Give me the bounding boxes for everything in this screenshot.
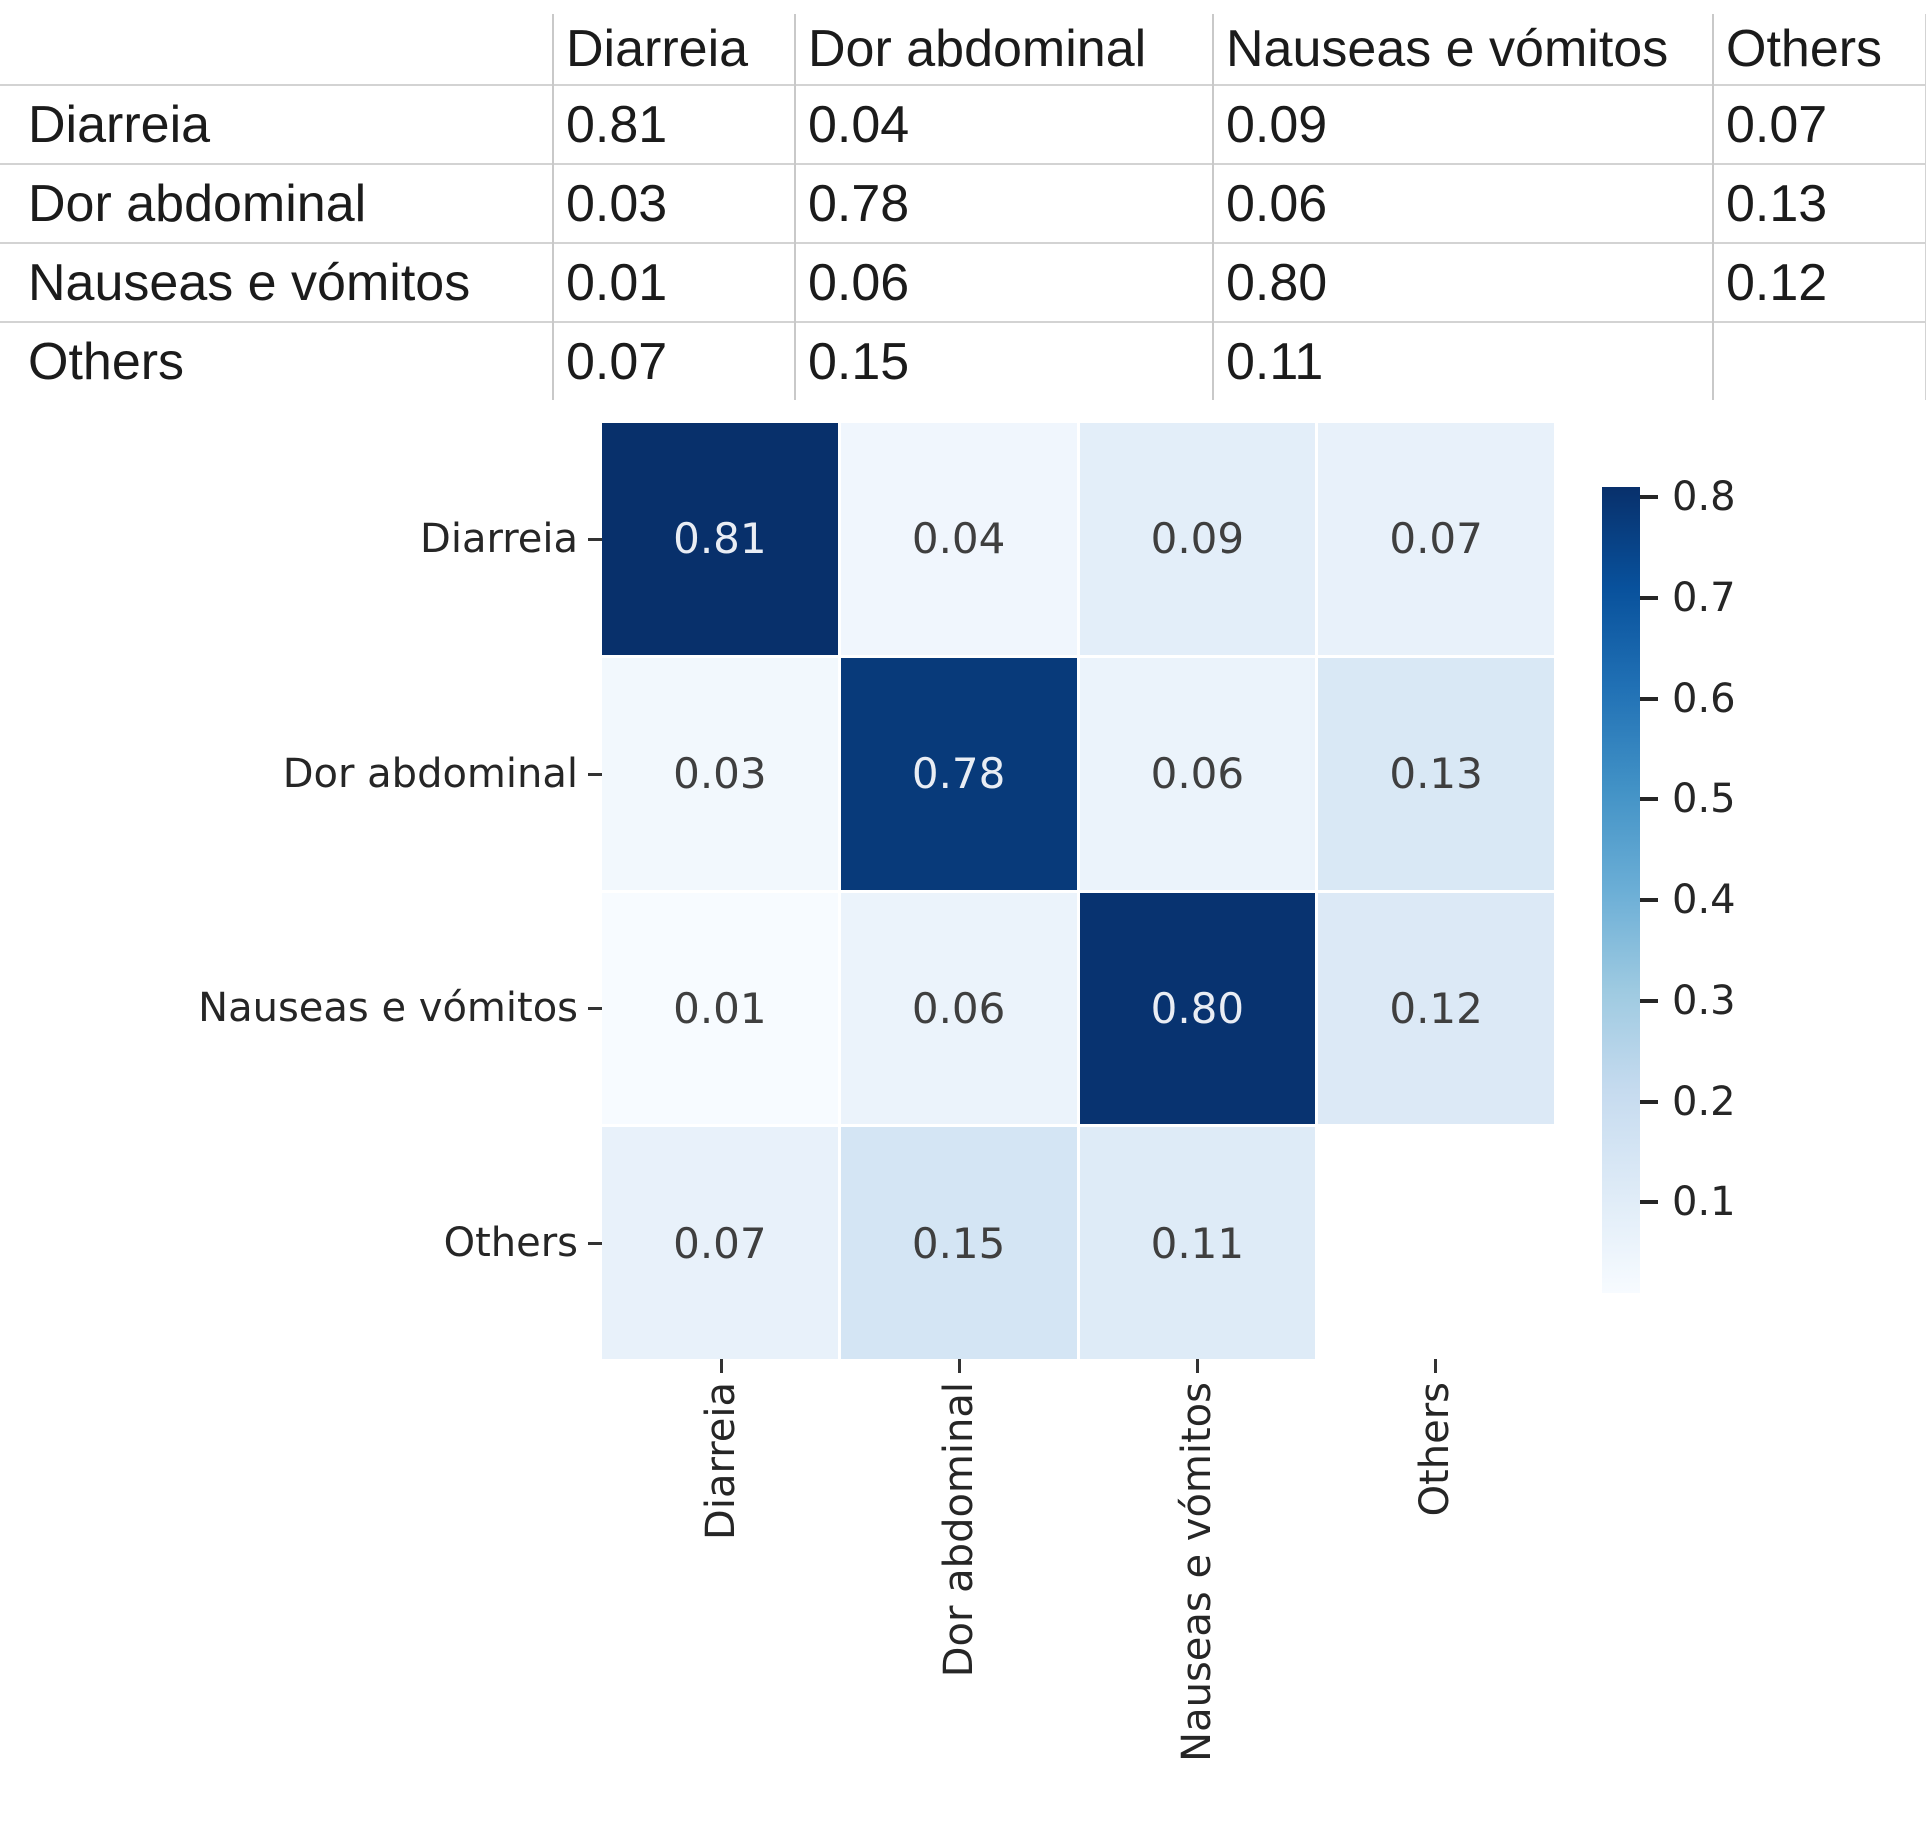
colorbar-tick: [1640, 495, 1658, 500]
table-row-label: Diarreia: [0, 84, 553, 164]
x-axis-tick: [957, 1359, 961, 1373]
x-axis-label-text: Nauseas e vómitos: [1174, 1382, 1220, 1762]
colorbar-tick: [1640, 797, 1658, 802]
heatmap-cell: 0.04: [840, 423, 1077, 655]
x-axis-label-text: Diarreia: [698, 1382, 744, 1540]
table-value-cell: 0.07: [552, 321, 795, 400]
heatmap-cell: 0.12: [1318, 892, 1554, 1125]
table-value-cell: 0.80: [1212, 242, 1713, 322]
x-axis-tick: [719, 1359, 723, 1373]
x-axis-label: Nauseas e vómitos: [1078, 1359, 1316, 1762]
table-value-cell: 0.11: [1212, 321, 1713, 400]
table-value-cell: 0.15: [794, 321, 1213, 400]
table-row-label: Dor abdominal: [0, 163, 553, 243]
y-axis-label: Others: [0, 1219, 602, 1267]
colorbar-tick: [1640, 1200, 1658, 1205]
table-value-cell: 0.01: [552, 242, 795, 322]
table-value-cell: 0.12: [1712, 242, 1926, 322]
colorbar-tick: [1640, 696, 1658, 701]
table-value-cell: 0.81: [552, 84, 795, 164]
y-axis-label-text: Others: [443, 1220, 578, 1266]
x-axis-label-text: Dor abdominal: [936, 1382, 982, 1678]
table-value-cell: 0.06: [794, 242, 1213, 322]
y-axis-tick: [588, 1006, 602, 1010]
y-axis-tick: [588, 1241, 602, 1245]
heatmap-cell: 0.01: [602, 892, 838, 1125]
table-value-cell: 0.06: [1212, 163, 1713, 243]
heatmap-cell: 0.81: [602, 423, 838, 655]
table-row: Diarreia 0.81 0.04 0.09 0.07: [0, 84, 1926, 164]
table-header-cell: Nauseas e vómitos: [1212, 14, 1713, 85]
colorbar-tick-label: 0.8: [1672, 474, 1736, 521]
x-axis-label: Others: [1316, 1359, 1554, 1516]
colorbar: [1602, 487, 1640, 1293]
colorbar-tick-label: 0.6: [1672, 675, 1736, 722]
colorbar-tick: [1640, 898, 1658, 903]
table-value-cell: 0.09: [1212, 84, 1713, 164]
colorbar-tick-label: 0.2: [1672, 1078, 1736, 1125]
table-row: Nauseas e vómitos 0.01 0.06 0.80 0.12: [0, 242, 1926, 322]
matrix-table-body: Diarreia 0.81 0.04 0.09 0.07 Dor abdominal 0.0…: [0, 84, 1926, 400]
colorbar-tick-label: 0.3: [1672, 977, 1736, 1024]
y-axis-label: Nauseas e vómitos: [0, 984, 602, 1032]
table-header-row: Diarreia Dor abdominal Nauseas e vómitos Ot…: [0, 14, 1926, 85]
colorbar-tick-label: 0.5: [1672, 776, 1736, 823]
table-value-cell: 0.13: [1712, 163, 1926, 243]
heatmap-cell: 0.09: [1079, 423, 1316, 655]
y-axis-label: Diarreia: [0, 515, 602, 563]
table-value-cell: 0.04: [794, 84, 1213, 164]
heatmap-empty-cell: [1318, 1127, 1554, 1359]
heatmap-cell: 0.11: [1079, 1127, 1316, 1359]
heatmap-cell: 0.03: [602, 657, 838, 890]
table-row-label: Others: [0, 321, 553, 400]
heatmap-cell: 0.13: [1318, 657, 1554, 890]
colorbar-tick-label: 0.7: [1672, 574, 1736, 621]
table-header-cell: Dor abdominal: [794, 14, 1213, 85]
table-row: Dor abdominal 0.03 0.78 0.06 0.13: [0, 163, 1926, 243]
y-axis-label-text: Nauseas e vómitos: [198, 985, 578, 1031]
table-row: Others 0.07 0.15 0.11: [0, 321, 1926, 400]
table-header-cell: Diarreia: [552, 14, 795, 85]
heatmap-cell: 0.07: [602, 1127, 838, 1359]
y-axis-tick: [588, 537, 602, 541]
confusion-matrix-table: Diarreia Dor abdominal Nauseas e vómitos Ot…: [0, 14, 1926, 400]
heatmap-cell: 0.06: [1079, 657, 1316, 890]
colorbar-tick: [1640, 998, 1658, 1003]
x-axis-tick: [1433, 1359, 1437, 1373]
table-header-cell: Others: [1712, 14, 1926, 85]
table-corner-cell: [0, 14, 553, 85]
y-axis-label-text: Diarreia: [420, 516, 578, 562]
table-value-cell: 0.03: [552, 163, 795, 243]
colorbar-tick: [1640, 1099, 1658, 1104]
x-axis-tick: [1195, 1359, 1199, 1373]
y-axis-label: Dor abdominal: [0, 750, 602, 798]
colorbar-tick-label: 0.1: [1672, 1179, 1736, 1226]
heatmap-cell: 0.78: [840, 657, 1077, 890]
y-axis-tick: [588, 772, 602, 776]
heatmap-cell: 0.06: [840, 892, 1077, 1125]
x-axis-label: Diarreia: [602, 1359, 840, 1540]
heatmap-cell: 0.80: [1079, 892, 1316, 1125]
heatmap-grid: 0.81 0.04 0.09 0.07 0.03 0.78 0.06 0.13 0.01 0.06…: [602, 423, 1554, 1359]
table-row-label: Nauseas e vómitos: [0, 242, 553, 322]
y-axis-label-text: Dor abdominal: [282, 751, 578, 797]
x-axis-label: Dor abdominal: [840, 1359, 1078, 1677]
x-axis-label-text: Others: [1412, 1382, 1458, 1517]
heatmap-cell: 0.07: [1318, 423, 1554, 655]
table-value-cell: [1712, 321, 1926, 400]
heatmap-cell: 0.15: [840, 1127, 1077, 1359]
table-value-cell: 0.07: [1712, 84, 1926, 164]
colorbar-tick: [1640, 595, 1658, 600]
colorbar-tick-label: 0.4: [1672, 877, 1736, 924]
table-value-cell: 0.78: [794, 163, 1213, 243]
